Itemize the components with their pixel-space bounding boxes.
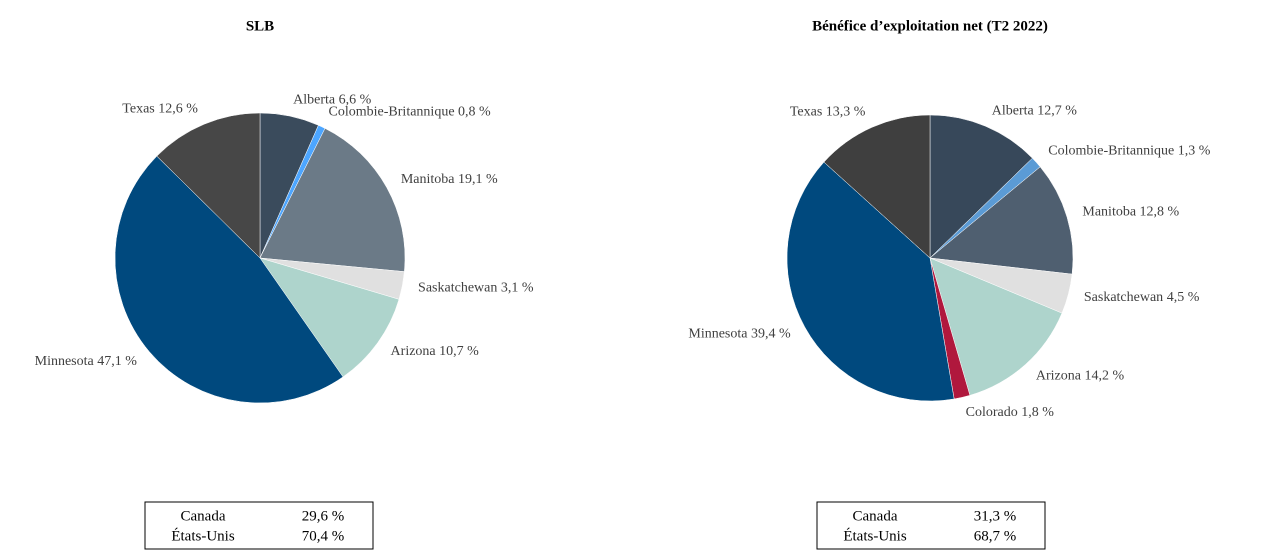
pie-slice — [259, 257, 400, 378]
pie-slice — [929, 114, 1033, 259]
slice-label: Arizona 10,7 % — [391, 344, 480, 359]
slice-value: 1,3 % — [1178, 144, 1211, 159]
slice-category: Colombie-Britannique — [1048, 144, 1174, 159]
slice-value: 12,7 % — [1037, 104, 1077, 119]
slice-value: 6,6 % — [339, 93, 372, 108]
pie-slice — [259, 128, 406, 272]
slice-category: Alberta — [992, 104, 1035, 119]
slice-label: Colombie-Britannique 0,8 % — [329, 105, 491, 120]
summary-label: États-Unis — [171, 527, 234, 544]
slice-category: Colorado — [966, 405, 1018, 420]
slice-category: Colombie-Britannique — [329, 105, 455, 120]
slice-value: 12,8 % — [1140, 205, 1180, 220]
slice-value: 3,1 % — [501, 281, 534, 296]
slice-category: Arizona — [1036, 369, 1082, 384]
slice-label: Manitoba 19,1 % — [401, 172, 498, 187]
slice-category: Texas — [122, 102, 154, 117]
slice-value: 4,5 % — [1167, 290, 1200, 305]
pie-slice — [786, 161, 955, 402]
slice-label: Colorado 1,8 % — [966, 405, 1055, 420]
slice-label: Minnesota 47,1 % — [35, 354, 138, 369]
slice-label: Arizona 14,2 % — [1036, 369, 1125, 384]
pie-slice — [156, 112, 261, 259]
summary-label: Canada — [853, 508, 898, 524]
slice-category: Manitoba — [401, 172, 455, 187]
slice-value: 47,1 % — [97, 354, 137, 369]
slice-label: Texas 12,6 % — [122, 102, 198, 117]
slice-category: Saskatchewan — [1084, 290, 1163, 305]
slice-label: Colombie-Britannique 1,3 % — [1048, 144, 1210, 159]
slice-value: 14,2 % — [1084, 369, 1124, 384]
slice-value: 10,7 % — [439, 344, 479, 359]
slice-category: Alberta — [293, 93, 336, 108]
slice-category: Saskatchewan — [418, 281, 497, 296]
chart-title: Bénéfice d’exploitation net (T2 2022) — [812, 18, 1048, 34]
summary-value: 68,7 % — [974, 528, 1017, 544]
slice-value: 39,4 % — [751, 327, 791, 342]
slice-value: 1,8 % — [1021, 405, 1054, 420]
pie-slice — [823, 114, 931, 259]
slice-label: Saskatchewan 3,1 % — [418, 281, 534, 296]
slice-category: Manitoba — [1082, 205, 1136, 220]
summary-box — [144, 501, 374, 550]
chart-title: SLB — [246, 18, 274, 34]
summary-label: États-Unis — [843, 527, 906, 544]
slice-category: Minnesota — [688, 327, 748, 342]
slice-label: Minnesota 39,4 % — [688, 327, 791, 342]
slice-value: 0,8 % — [458, 105, 491, 120]
summary-value: 70,4 % — [302, 528, 345, 544]
pie-slice — [929, 257, 1063, 396]
slice-value: 13,3 % — [826, 105, 866, 120]
slice-label: Manitoba 12,8 % — [1082, 205, 1179, 220]
slice-label: Texas 13,3 % — [790, 105, 866, 120]
summary-value: 29,6 % — [302, 508, 345, 524]
summary-label: Canada — [181, 508, 226, 524]
slice-label: Alberta 6,6 % — [293, 93, 371, 108]
slice-category: Texas — [790, 105, 822, 120]
slice-value: 12,6 % — [158, 102, 198, 117]
slice-label: Alberta 12,7 % — [992, 104, 1077, 119]
pie-slice — [929, 166, 1074, 275]
slice-label: Saskatchewan 4,5 % — [1084, 290, 1200, 305]
pie-slice — [114, 155, 344, 404]
slice-category: Arizona — [391, 344, 437, 359]
slice-value: 19,1 % — [458, 172, 498, 187]
slice-category: Minnesota — [35, 354, 95, 369]
summary-box — [816, 501, 1046, 550]
summary-value: 31,3 % — [974, 508, 1017, 524]
